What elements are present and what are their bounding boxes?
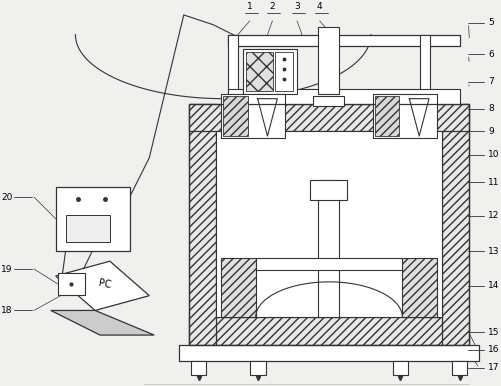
Bar	[255, 258, 402, 270]
Text: 11: 11	[487, 178, 498, 187]
Bar	[144, 385, 468, 386]
Text: 6: 6	[487, 50, 493, 59]
Bar	[402, 258, 436, 317]
Bar	[56, 187, 129, 251]
Bar	[227, 35, 458, 46]
Text: 12: 12	[487, 212, 498, 220]
Bar	[419, 35, 429, 131]
Bar	[245, 52, 273, 91]
Bar	[216, 131, 441, 317]
Text: 8: 8	[487, 104, 493, 113]
Bar	[372, 94, 436, 138]
Bar	[312, 96, 344, 105]
Bar	[66, 215, 110, 242]
Text: 15: 15	[487, 328, 498, 337]
Bar	[178, 345, 478, 361]
Bar	[242, 49, 297, 94]
Bar	[188, 103, 216, 345]
Bar	[227, 35, 237, 131]
Polygon shape	[51, 310, 154, 335]
Bar	[317, 180, 339, 317]
Text: 16: 16	[487, 345, 498, 354]
Text: 1: 1	[246, 2, 252, 11]
Text: 17: 17	[487, 363, 498, 372]
Text: 20: 20	[1, 193, 13, 201]
Bar	[223, 96, 247, 136]
Polygon shape	[56, 261, 149, 310]
Bar	[374, 96, 399, 136]
Bar	[275, 52, 293, 91]
Bar	[188, 317, 468, 345]
Bar	[221, 258, 255, 317]
Bar	[392, 361, 407, 376]
Text: 18: 18	[1, 306, 13, 315]
Bar	[188, 103, 468, 345]
Text: 13: 13	[487, 247, 498, 256]
Bar	[317, 27, 339, 94]
Text: 5: 5	[487, 18, 493, 27]
Bar	[190, 361, 206, 376]
Bar	[58, 273, 85, 295]
Bar	[441, 103, 468, 345]
Bar	[221, 94, 285, 138]
Text: 7: 7	[487, 78, 493, 86]
Text: 9: 9	[487, 127, 493, 135]
Bar	[188, 103, 468, 131]
Bar	[249, 361, 265, 376]
Text: 19: 19	[1, 264, 13, 274]
Text: 14: 14	[487, 281, 498, 290]
Text: 2: 2	[269, 2, 275, 11]
Text: 4: 4	[316, 2, 322, 11]
Text: 3: 3	[294, 2, 299, 11]
Bar	[451, 361, 466, 376]
Bar	[309, 180, 347, 200]
Bar	[227, 89, 458, 103]
Text: 10: 10	[487, 150, 498, 159]
Text: PC: PC	[98, 278, 112, 290]
